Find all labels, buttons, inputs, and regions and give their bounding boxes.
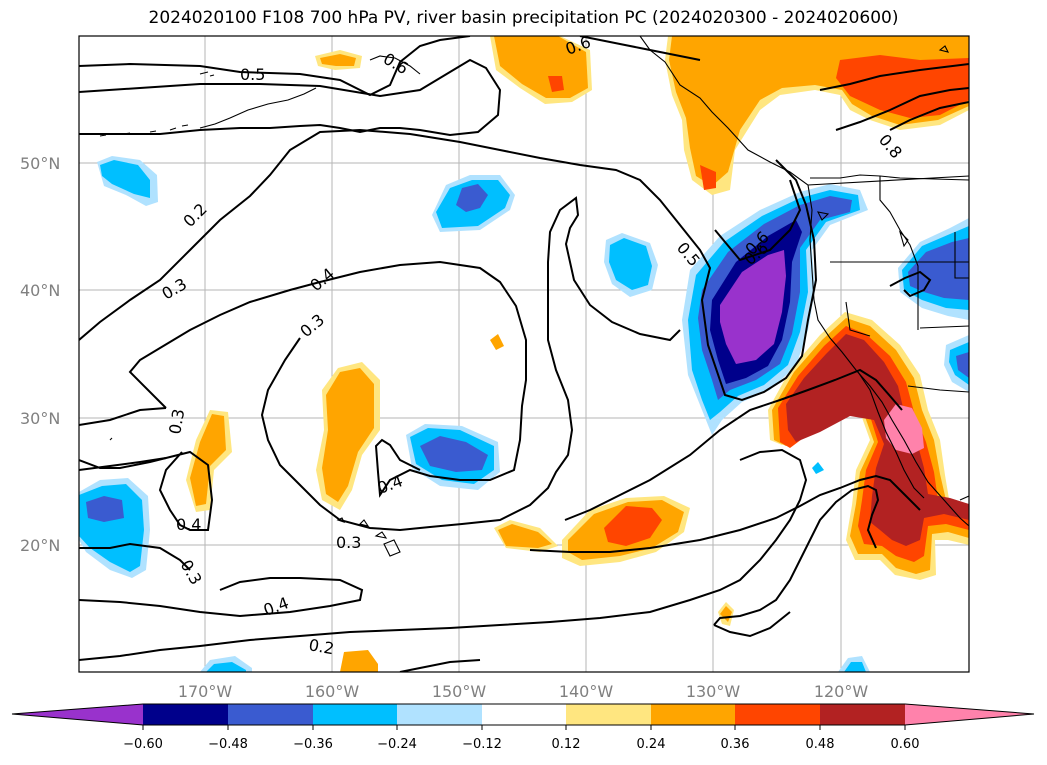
pv-label: 0.2 [179,199,210,230]
pv-label: 0.4 [176,515,201,534]
lat-label: 20°N [20,536,60,555]
lon-label: 140°W [559,682,614,701]
pv-label: 0.5 [240,65,265,84]
lat-label: 30°N [20,409,60,428]
colorbar-tick-label: −0.24 [377,737,417,752]
colorbar-tick-label: −0.12 [462,737,502,752]
pv-label: 0.3 [296,310,328,341]
pv-label: 0.3 [336,533,361,552]
coastlines [99,36,969,557]
map-area: 0.5 0.6 0.6 0.6 0.2 0.3 0.4 0.3 0.5 0.6 … [79,36,969,672]
lat-label: 50°N [20,154,60,173]
lon-label: 130°W [686,682,741,701]
colorbar-tick-label: −0.48 [208,737,248,752]
lat-label: 40°N [20,281,60,300]
pv-contours [79,36,969,672]
colorbar-tick-label: 0.24 [637,737,666,752]
pv-label: 0.4 [261,593,291,620]
colorbar-tick-label: 0.36 [721,737,750,752]
pv-label: 0.3 [159,274,191,303]
colorbar-tick-label: 0.12 [552,737,581,752]
map-title: 2024020100 F108 700 hPa PV, river basin … [148,8,899,28]
colorbar-tick-label: −0.36 [293,737,333,752]
colorbar: −0.60 −0.48 −0.36 −0.24 −0.12 0.12 0.24 … [11,703,1035,752]
lon-label: 160°W [305,682,360,701]
pv-label: 0.8 [875,130,906,162]
colorbar-extend-max [905,704,1034,725]
precip-pc-fills [79,36,969,672]
lon-labels: 170°W 160°W 150°W 140°W 130°W 120°W [178,682,869,701]
lon-label: 120°W [814,682,869,701]
pv-label: 0.6 [380,49,412,78]
colorbar-tick-label: 0.48 [806,737,835,752]
colorbar-tick-label: −0.60 [123,737,163,752]
lat-labels: 50°N 40°N 30°N 20°N [20,154,60,555]
lon-label: 150°W [432,682,487,701]
pv-label: 0.3 [165,407,188,435]
colorbar-extend-min [12,704,143,725]
pv-label: 0.2 [307,635,335,658]
lon-label: 170°W [178,682,233,701]
colorbar-tick-label: 0.60 [891,737,920,752]
map-frame [78,35,970,673]
